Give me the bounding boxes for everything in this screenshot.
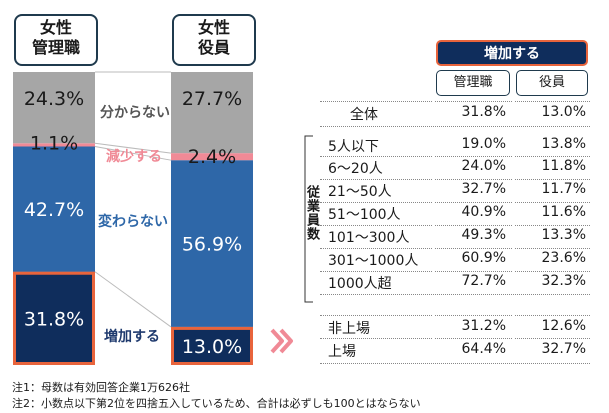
value-label-0-3: 24.3% (24, 88, 84, 110)
note-1: 注1：母数は有効回答企業1万626社 (12, 381, 190, 394)
value-label-0-1: 42.7% (24, 199, 84, 221)
value-label-1-3: 27.7% (182, 88, 242, 110)
label-unchanged: 変わらない (98, 214, 168, 230)
table-cell-mgmt: 40.9% (461, 204, 506, 220)
arrow-chevron-icon-1 (279, 328, 293, 354)
table-row-label: 301～1000人 (328, 253, 419, 269)
table-rule (320, 179, 590, 180)
connector-line-1 (94, 146, 172, 161)
label-unknown: 分からない (100, 105, 170, 121)
connector-line-0 (94, 271, 172, 328)
table-col-divider (432, 101, 435, 126)
table-cell-mgmt: 72.7% (461, 273, 506, 289)
table-rule (320, 156, 590, 157)
table-cell-mgmt: 19.0% (461, 136, 506, 152)
table-cell-mgmt: 32.7% (461, 181, 506, 197)
table-col-divider (512, 156, 515, 294)
header-exec-line2: 役員 (197, 38, 230, 57)
header-exec: 女性 役員 (172, 14, 256, 66)
col-header-exec: 役員 (516, 70, 588, 96)
header-mgmt: 女性 管理職 (14, 14, 98, 66)
bar-segment-0-3 (13, 72, 95, 144)
col-header-mgmt: 管理職 (436, 70, 510, 96)
highlight-box-1 (171, 326, 253, 366)
table-row-label: 1000人超 (328, 276, 392, 292)
table-row-label: 6～20人 (328, 161, 383, 177)
table-cell-exec: 11.6% (541, 204, 586, 220)
header-exec-line1: 女性 (197, 18, 230, 37)
table-cell-exec: 11.8% (541, 158, 586, 174)
bar-segment-0-0 (13, 271, 95, 365)
table-row-label: 51～100人 (328, 207, 401, 223)
table-cell-mgmt: 24.0% (461, 158, 506, 174)
table-title: 増加する (436, 40, 588, 66)
table-rule (320, 338, 590, 339)
table-rule (320, 126, 590, 127)
table-cell-mgmt: 49.3% (461, 227, 506, 243)
table-row-label: 全体 (350, 107, 378, 123)
table-col-divider (512, 101, 515, 126)
table-row-label: 5人以下 (328, 139, 379, 155)
table-cell-exec: 13.8% (541, 136, 586, 152)
table-rule (320, 248, 590, 249)
table-row-label: 21～50人 (328, 184, 392, 200)
value-label-1-1: 56.9% (182, 234, 242, 256)
table-rule (320, 202, 590, 203)
value-label-0-2: 1.1% (30, 132, 78, 154)
group-bracket (304, 135, 313, 303)
table-cell-exec: 32.7% (541, 341, 586, 357)
bar-segment-1-1 (171, 160, 253, 327)
note-2: 注2：小数点以下第2位を四捨五入しているため、合計は必ずしも100とはならない (12, 397, 421, 410)
table-rule (320, 315, 590, 316)
label-increase: 増加する (104, 329, 160, 345)
table-cell-exec: 12.6% (541, 318, 586, 334)
connector-line-2 (94, 142, 172, 154)
table-cell-exec: 13.3% (541, 227, 586, 243)
bar-segment-1-2 (171, 153, 253, 161)
table-row-label: 101～300人 (328, 230, 410, 246)
highlight-box-0 (13, 271, 95, 365)
table-cell-mgmt: 60.9% (461, 250, 506, 266)
table-row-label: 上場 (328, 344, 356, 360)
table-cell-exec: 32.3% (541, 273, 586, 289)
value-label-0-0: 31.8% (24, 308, 84, 330)
table-col-divider (512, 315, 515, 363)
bar-segment-1-0 (171, 326, 253, 365)
table-cell-mgmt: 31.2% (461, 318, 506, 334)
table-cell-exec: 11.7% (541, 181, 586, 197)
table-col-divider (432, 156, 435, 294)
table-cell-mgmt: 31.8% (461, 104, 506, 120)
table-cell-exec: 13.0% (541, 104, 586, 120)
table-cell-mgmt: 64.4% (461, 341, 506, 357)
value-label-1-2: 2.4% (188, 146, 236, 168)
label-decrease: 減少する (106, 149, 162, 165)
arrow-chevron-icon-0 (270, 328, 284, 354)
bar-segment-1-3 (171, 72, 253, 154)
table-col-divider (432, 315, 435, 363)
header-mgmt-line1: 女性 (39, 18, 72, 37)
table-rule (320, 101, 590, 102)
table-rule (320, 363, 590, 364)
table-rule (320, 225, 590, 226)
table-row-label: 非上場 (328, 321, 370, 337)
bar-segment-0-2 (13, 143, 95, 147)
header-mgmt-line2: 管理職 (31, 38, 80, 57)
table-rule-group-end (320, 294, 590, 295)
bar-segment-0-1 (13, 146, 95, 272)
value-label-1-0: 13.0% (182, 336, 242, 358)
table-rule (320, 271, 590, 272)
table-cell-exec: 23.6% (541, 250, 586, 266)
group-label-employees: 従業員数 (304, 185, 319, 241)
